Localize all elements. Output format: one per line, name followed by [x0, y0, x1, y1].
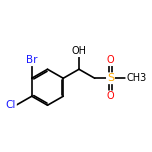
Text: S: S	[107, 73, 114, 83]
Text: OH: OH	[71, 46, 86, 56]
Text: O: O	[107, 91, 114, 101]
Text: O: O	[107, 55, 114, 65]
Text: Br: Br	[26, 55, 38, 65]
Text: CH3: CH3	[126, 73, 147, 83]
Text: Cl: Cl	[6, 100, 16, 110]
